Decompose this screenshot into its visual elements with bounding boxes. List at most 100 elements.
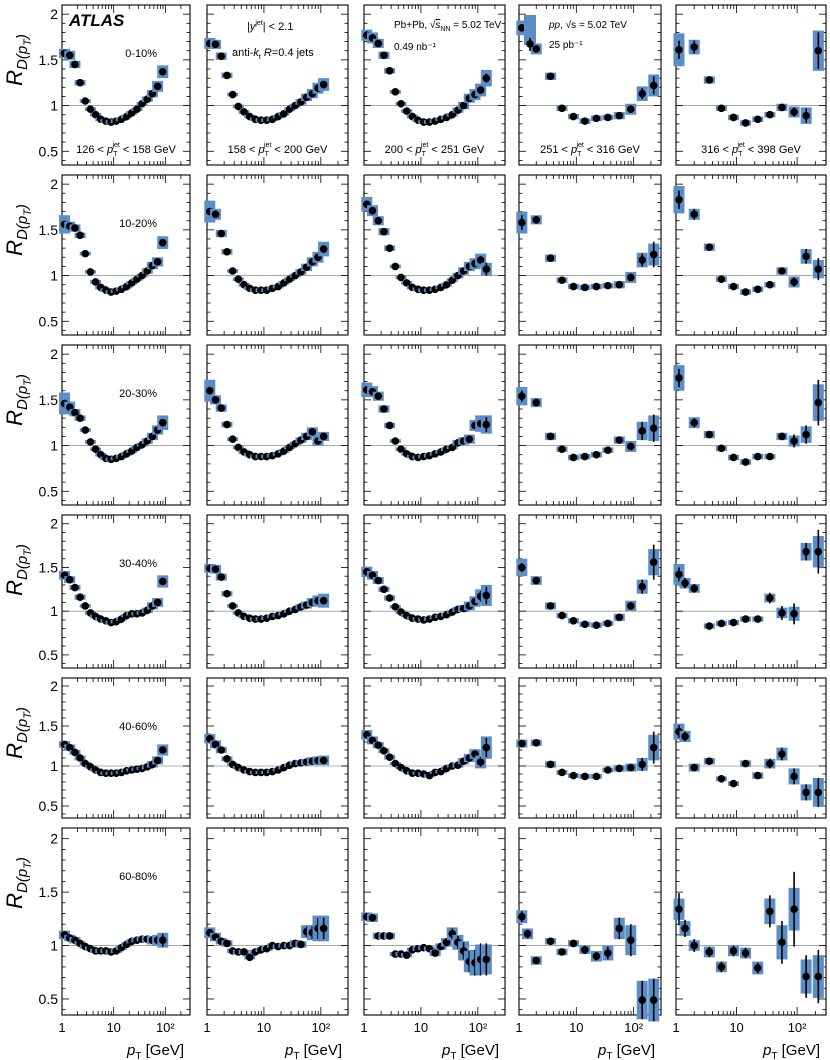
data-point (402, 951, 411, 959)
jet-pt-sup: jet (575, 142, 583, 149)
data-point (280, 110, 288, 118)
data-series-r4-c4 (673, 723, 824, 807)
y-axis-title-sub: D(p (14, 216, 31, 240)
panel-frame (518, 174, 662, 336)
data-point (681, 579, 689, 587)
data-series-r1-c4 (673, 185, 824, 296)
panel-frame (363, 344, 506, 506)
data-point (240, 108, 248, 116)
data-series-r4-c0 (59, 740, 169, 777)
data-point (518, 24, 526, 32)
data-point (766, 452, 774, 461)
data-point (71, 224, 79, 232)
data-series-r0-c0 (59, 48, 169, 126)
jet-pt-unit: GeV (459, 144, 485, 156)
data-point (546, 760, 555, 769)
panel-frame (206, 344, 349, 506)
x-tick-label: 10 (414, 1020, 428, 1035)
data-point (223, 589, 231, 598)
centrality-label: 10-20% (119, 218, 157, 230)
data-point (546, 72, 555, 81)
data-point (257, 286, 265, 295)
data-point (251, 615, 260, 623)
data-point (153, 82, 162, 91)
data-series-r0-c4 (673, 30, 824, 127)
data-point (802, 111, 810, 120)
data-point (153, 258, 162, 266)
data-point (518, 912, 526, 921)
data-point (558, 445, 566, 454)
jet-pt-high: 200 (284, 144, 302, 156)
data-point (626, 442, 635, 451)
data-point (675, 905, 683, 914)
y-tick-label: 0.5 (39, 798, 59, 814)
data-point (385, 753, 394, 761)
jet-pt-unit: GeV (615, 144, 641, 156)
data-point (217, 573, 226, 581)
jet-pt-bin-label: 316 < pTjet < 398 GeV (701, 142, 801, 158)
data-point (675, 46, 683, 54)
panel-frame (675, 514, 827, 669)
data-point (681, 924, 689, 933)
data-point (397, 445, 405, 454)
x-axis-title: pT [GeV] (441, 1042, 499, 1060)
data-point (234, 443, 243, 452)
panel-r0-c4 (675, 4, 827, 166)
y-tick-label: 1 (50, 938, 58, 954)
data-point (374, 216, 383, 225)
data-point (319, 432, 328, 441)
data-point (374, 741, 383, 749)
data-point (753, 115, 762, 124)
x-tick-label: 1 (203, 1020, 210, 1035)
data-series-r5-c3 (516, 910, 660, 1022)
data-point (558, 104, 566, 113)
data-point (766, 907, 774, 916)
data-point (569, 771, 578, 780)
data-point (615, 613, 624, 622)
x-axis-title: pT [GeV] (126, 1042, 184, 1060)
x-tick-label: 10 (729, 1020, 743, 1035)
jet-pt-symbol: < (720, 144, 733, 156)
data-point (518, 563, 526, 572)
data-point (546, 432, 555, 441)
x-axis-title-sub: T (771, 1051, 777, 1060)
data-point (705, 76, 714, 84)
jet-pt-bin-label: 200 < pTjet < 251 GeV (385, 142, 485, 158)
x-tick-label: 1 (515, 1020, 522, 1035)
data-point (753, 964, 762, 972)
data-point (717, 619, 726, 628)
atlas-label: ATLAS (68, 11, 125, 30)
data-point (690, 418, 699, 427)
data-point (482, 955, 491, 964)
data-point (81, 97, 90, 105)
panel-frame (206, 827, 349, 1016)
x-axis-title: pT [GeV] (597, 1042, 655, 1060)
data-point (251, 452, 260, 461)
data-point (638, 256, 647, 264)
data-point (380, 585, 388, 594)
data-point (778, 938, 786, 947)
centrality-label: 20-30% (119, 388, 157, 400)
data-point (71, 408, 79, 417)
data-point (741, 759, 750, 768)
data-point (675, 195, 683, 204)
data-point (581, 946, 589, 954)
jet-pt-symbol: < (95, 144, 108, 156)
data-series-r2-c4 (673, 365, 824, 466)
data-series-r4-c3 (516, 731, 660, 781)
data-point (217, 746, 226, 754)
x-axis-title-sub: T (606, 1051, 612, 1060)
x-axis-title-main: p (762, 1042, 771, 1059)
panel-r0-c3 (518, 4, 662, 166)
data-point (86, 438, 95, 446)
jet-pt-low: 126 (76, 144, 94, 156)
data-point (717, 104, 726, 113)
data-point (217, 52, 226, 60)
data-point (431, 949, 439, 957)
x-axis-title: pT [GeV] (284, 1042, 342, 1060)
panel-frame (206, 174, 349, 336)
data-point (65, 575, 74, 584)
pp-system: pp (548, 20, 561, 31)
jet-pt-sup: jet (111, 142, 119, 149)
jet-pt-p: p (258, 144, 265, 156)
